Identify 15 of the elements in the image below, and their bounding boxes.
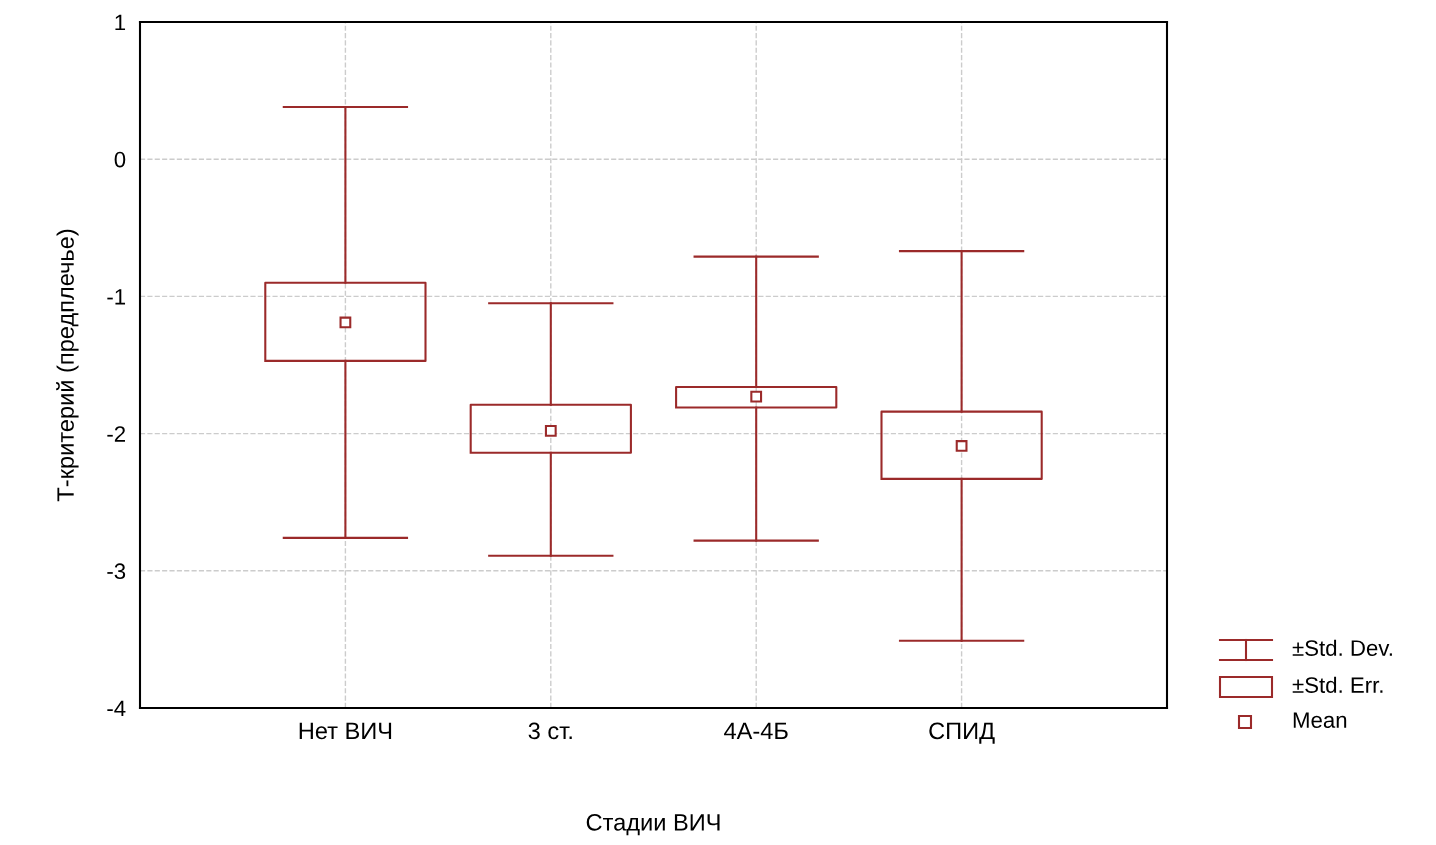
y-axis-title: Т-критерий (предплечье): [56, 229, 79, 502]
x-tick-label: СПИД: [929, 722, 995, 744]
text: ±Std. Dev.: [1292, 639, 1392, 656]
y-tick-label: -1: [107, 289, 126, 305]
y-tick-label: 0: [114, 151, 126, 168]
x-tick-label: 3 ст.: [528, 722, 572, 740]
y-tick-label: 1: [115, 14, 126, 31]
x-tick-label: 4А-4Б: [724, 722, 788, 739]
y-tick-label: -2: [107, 426, 125, 442]
x-tick-label: Нет ВИЧ: [299, 722, 392, 740]
y-tick-label: -3: [107, 563, 126, 580]
y-tick-label: -4: [107, 700, 126, 717]
text: ±Std. Err.: [1292, 676, 1383, 693]
text: Mean: [1293, 712, 1347, 728]
x-axis-title: Стадии ВИЧ: [586, 813, 720, 836]
